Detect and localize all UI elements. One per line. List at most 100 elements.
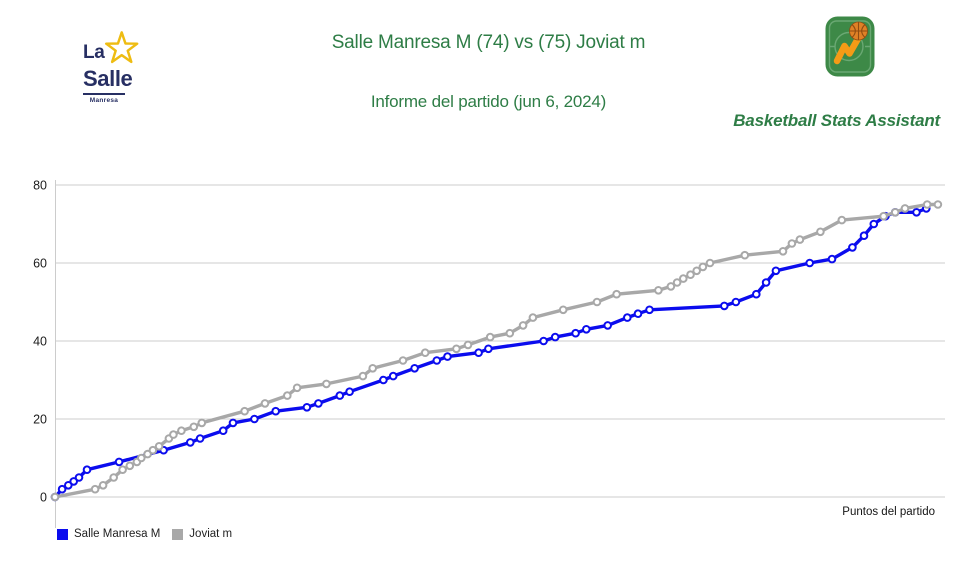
data-point-marker <box>869 219 879 229</box>
data-point-marker <box>778 247 788 256</box>
data-point-marker <box>672 278 682 287</box>
data-point-marker <box>260 399 270 408</box>
data-point-marker <box>82 465 92 475</box>
data-point-marker <box>50 492 60 502</box>
app-name: Basketball Stats Assistant <box>733 111 940 130</box>
data-point-marker <box>816 227 825 237</box>
data-point-marker <box>218 426 228 436</box>
data-point-marker <box>443 352 452 361</box>
data-point-marker <box>118 465 127 475</box>
data-point-marker <box>64 481 73 490</box>
data-point-marker <box>345 387 354 396</box>
data-point-marker <box>189 422 199 432</box>
data-point-marker <box>705 258 715 268</box>
data-point-marker <box>292 383 302 393</box>
data-point-marker <box>740 250 750 260</box>
star-icon <box>104 31 139 64</box>
data-point-marker <box>186 438 195 447</box>
data-point-marker <box>452 344 461 354</box>
match-title: Salle Manresa M (74) vs (75) Joviat m <box>331 32 646 53</box>
data-point-marker <box>169 430 178 439</box>
legend-swatch <box>172 528 184 540</box>
data-point-marker <box>912 208 921 217</box>
legend-label: Salle Manresa M <box>74 528 161 540</box>
data-point-marker <box>322 379 331 389</box>
data-point-marker <box>368 364 378 373</box>
data-point-marker <box>761 278 771 287</box>
data-point-marker <box>137 453 146 463</box>
data-point-marker <box>731 297 741 307</box>
data-point-marker <box>398 356 408 365</box>
data-point-marker <box>358 371 368 381</box>
data-point-marker <box>571 328 580 338</box>
data-point-marker <box>474 348 483 357</box>
lasalle-logo: La Salle Manresa <box>83 30 139 104</box>
lasalle-logo-top-row: La <box>83 30 139 66</box>
y-tick-label: 20 <box>33 413 47 427</box>
lasalle-logo-manresa-text: Manresa <box>89 97 119 105</box>
data-point-marker <box>686 270 695 279</box>
data-point-marker <box>623 313 632 322</box>
data-point-marker <box>698 262 708 272</box>
data-point-marker <box>432 356 442 365</box>
data-point-marker <box>550 332 560 342</box>
data-point-marker <box>485 332 495 342</box>
y-tick-label: 60 <box>33 257 47 271</box>
data-point-marker <box>197 418 207 428</box>
data-point-marker <box>752 289 761 299</box>
data-point-marker <box>900 204 910 213</box>
data-point-marker <box>848 243 857 252</box>
data-point-marker <box>410 364 419 373</box>
data-point-marker <box>335 391 345 400</box>
data-point-marker <box>228 418 238 428</box>
data-point-marker <box>692 266 702 276</box>
data-point-marker <box>195 434 205 443</box>
data-point-marker <box>114 457 124 467</box>
data-point-marker <box>388 371 398 381</box>
data-point-marker <box>859 231 869 240</box>
data-point-marker <box>922 200 932 209</box>
series-line-0 <box>53 206 928 499</box>
data-point-marker <box>612 289 621 299</box>
data-point-marker <box>539 336 548 346</box>
data-point-marker <box>518 321 528 330</box>
data-point-marker <box>154 442 164 451</box>
data-point-marker <box>90 484 100 494</box>
legend-swatch <box>57 528 68 540</box>
data-point-marker <box>633 309 643 318</box>
data-point-marker <box>827 254 837 264</box>
data-point-marker <box>463 340 473 350</box>
data-point-marker <box>74 473 84 482</box>
x-axis-label: Puntos del partido <box>842 506 935 518</box>
logo-divider <box>83 93 125 96</box>
data-point-marker <box>679 274 688 283</box>
legend-item: Joviat m <box>172 528 232 540</box>
data-point-marker <box>771 266 781 276</box>
lasalle-logo-la-text: La <box>83 42 105 63</box>
data-point-marker <box>125 461 135 471</box>
score-progression-chart: 0 20 40 60 80 <box>33 179 945 528</box>
report-subtitle: Informe del partido (jun 6, 2024) <box>370 92 607 111</box>
series-line-1 <box>53 202 940 499</box>
data-point-marker <box>933 200 943 209</box>
basketball-icon <box>849 21 868 41</box>
data-point-marker <box>645 305 654 315</box>
data-point-marker <box>379 375 388 385</box>
y-tick-label: 40 <box>33 335 47 349</box>
data-point-marker <box>795 235 805 244</box>
chart-legend: Salle Manresa M Joviat m <box>57 528 244 540</box>
data-point-marker <box>787 239 797 248</box>
data-point-marker <box>720 301 729 311</box>
y-tick-label: 80 <box>33 179 47 193</box>
legend-item: Salle Manresa M <box>57 528 160 540</box>
data-point-marker <box>240 406 249 416</box>
data-point-marker <box>271 406 281 416</box>
data-point-marker <box>57 484 67 494</box>
data-point-marker <box>302 402 312 412</box>
lasalle-logo-salle-text: Salle <box>83 66 133 91</box>
data-point-marker <box>177 426 186 436</box>
data-point-marker <box>528 313 538 322</box>
court-lines-icon <box>828 20 872 73</box>
data-point-marker <box>98 481 108 490</box>
data-point-marker <box>314 399 323 408</box>
